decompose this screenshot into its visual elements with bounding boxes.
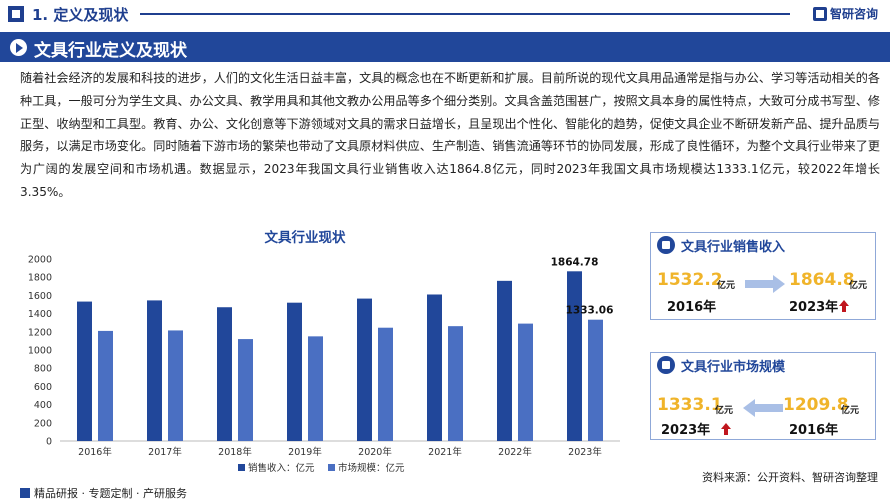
bar-market [518, 323, 533, 441]
chart-icon [657, 356, 675, 374]
bar-sales [357, 298, 372, 441]
chart-icon [657, 236, 675, 254]
x-tick-label: 2019年 [288, 446, 322, 458]
bar-sales [427, 294, 442, 441]
footer-text: 精品研报 · 专题定制 · 产研服务 [34, 487, 187, 500]
x-tick-label: 2022年 [498, 446, 532, 458]
bar-market [588, 319, 603, 441]
y-tick-label: 1200 [28, 327, 52, 338]
top-divider [140, 13, 790, 15]
y-tick-label: 1600 [28, 291, 52, 302]
sales-to-year: 2023年 [789, 300, 839, 315]
bar-sales [567, 271, 582, 441]
brand-logo-icon [812, 6, 827, 21]
bar-market [378, 327, 393, 441]
legend-swatch [328, 464, 335, 471]
y-tick-label: 400 [34, 400, 52, 411]
data-label: 1864.78 [551, 256, 599, 268]
sales-card-title: 文具行业销售收入 [681, 240, 786, 255]
footer-tagline: 精品研报 · 专题定制 · 产研服务 [20, 485, 187, 500]
bar-sales [77, 301, 92, 441]
bar-sales [147, 300, 162, 441]
x-tick-label: 2016年 [78, 446, 112, 458]
market-from-unit: 亿元 [715, 406, 734, 416]
legend-label: 销售收入：亿元 [248, 462, 315, 474]
legend-swatch [238, 464, 245, 471]
bar-sales [287, 302, 302, 441]
sales-to-value: 1864.8 [789, 270, 855, 290]
x-tick-label: 2023年 [568, 446, 602, 458]
bar-sales [217, 307, 232, 441]
market-from-year: 2023年 [661, 423, 711, 438]
sales-card-header: 文具行业销售收入 [651, 233, 875, 257]
market-card: 文具行业市场规模 1333.1 亿元 2023年 1209.8 亿元 2016年 [650, 352, 876, 440]
sales-from-year: 2016年 [667, 300, 717, 315]
data-source: 资料来源：公开资料、智研咨询整理 [702, 471, 878, 484]
sales-card: 文具行业销售收入 1532.2 亿元 2016年 1864.8 亿元 2023年 [650, 232, 876, 320]
y-tick-label: 1000 [28, 346, 52, 357]
bar-sales [497, 280, 512, 441]
increase-arrow-icon [839, 300, 849, 312]
y-tick-label: 0 [46, 437, 52, 448]
legend-label: 市场规模：亿元 [338, 462, 405, 474]
top-bar: 1. 定义及现状 智研咨询 [0, 0, 890, 28]
bar-market [448, 326, 463, 441]
section-marker-icon [8, 6, 24, 22]
market-to-value: 1209.8 [783, 395, 849, 415]
bar-market [308, 336, 323, 441]
x-tick-label: 2018年 [218, 446, 252, 458]
y-tick-label: 1400 [28, 309, 52, 320]
y-tick-label: 600 [34, 382, 52, 393]
title-banner: 文具行业定义及现状 [0, 32, 890, 62]
market-card-title: 文具行业市场规模 [681, 360, 786, 375]
chart-title: 文具行业现状 [264, 230, 346, 246]
left-arrow-icon [743, 399, 783, 417]
market-to-year: 2016年 [789, 423, 839, 438]
market-card-header: 文具行业市场规模 [651, 353, 875, 377]
footer-square-icon [20, 488, 30, 498]
x-tick-label: 2020年 [358, 446, 392, 458]
market-from-value: 1333.1 [657, 395, 723, 415]
y-tick-label: 200 [34, 418, 52, 429]
sales-from-unit: 亿元 [717, 281, 736, 291]
market-to-unit: 亿元 [841, 406, 860, 416]
data-label: 1333.06 [566, 305, 614, 317]
y-tick-label: 2000 [28, 255, 52, 266]
right-arrow-icon [745, 275, 785, 293]
section-title: 1. 定义及现状 [32, 6, 129, 24]
x-tick-label: 2021年 [428, 446, 462, 458]
brand-name: 智研咨询 [829, 7, 878, 21]
increase-arrow-icon [721, 423, 731, 435]
body-paragraph: 随着社会经济的发展和科技的进步，人们的文化生活日益丰富，文具的概念也在不断更新和… [20, 71, 880, 199]
sales-from-value: 1532.2 [657, 270, 723, 290]
banner-title: 文具行业定义及现状 [34, 41, 187, 61]
bar-market [98, 330, 113, 441]
bar-chart: 0 200 400 600 800 1000 1200 1400 1600 1800 2000 201… [28, 255, 620, 474]
y-tick-label: 1800 [28, 273, 52, 284]
bar-market [168, 330, 183, 441]
brand-logo: 智研咨询 [812, 5, 878, 22]
x-tick-label: 2017年 [148, 446, 182, 458]
play-circle-icon [10, 39, 27, 56]
y-tick-label: 800 [34, 364, 52, 375]
bar-market [238, 339, 253, 441]
sales-to-unit: 亿元 [849, 281, 868, 291]
